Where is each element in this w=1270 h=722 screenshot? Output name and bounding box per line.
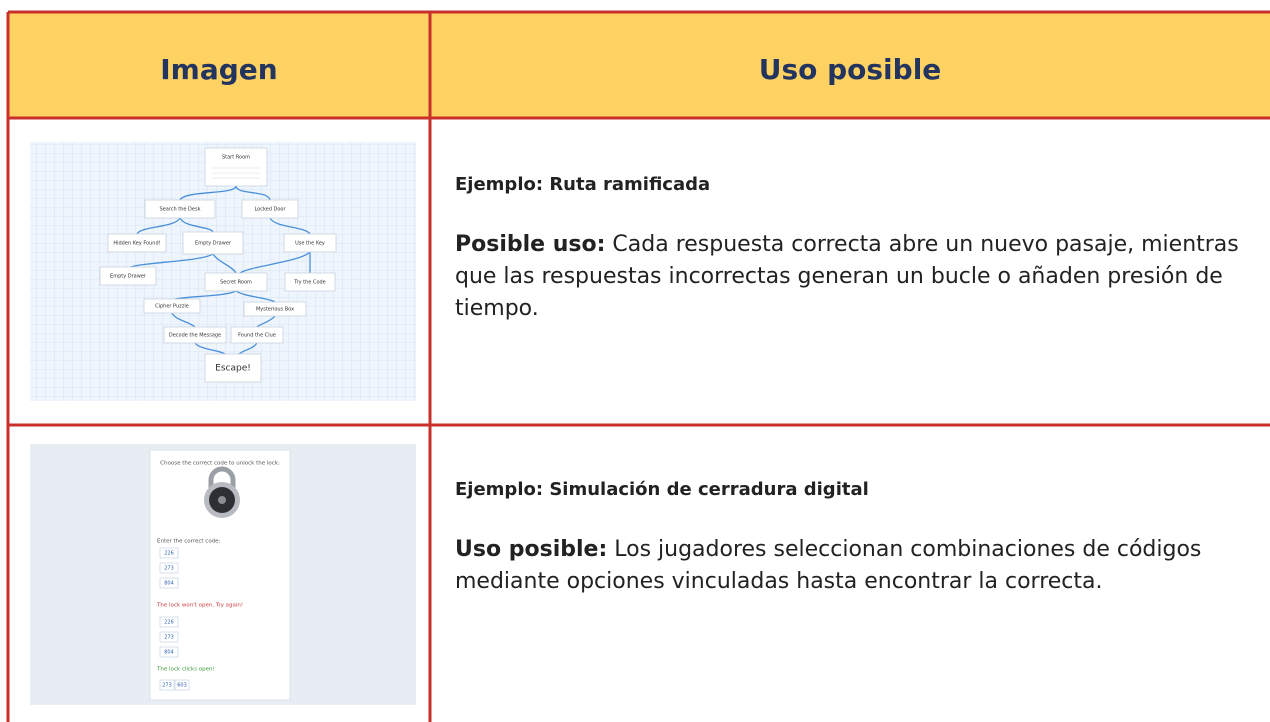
flowchart-node xyxy=(204,147,268,187)
node-label: Cipher Puzzle xyxy=(155,304,189,310)
use-text: Los jugadores seleccionan combinaciones … xyxy=(455,537,1202,594)
header-background xyxy=(8,12,1270,118)
code-option xyxy=(159,547,179,559)
use-description: Posible uso: Cada respuesta correcta abr… xyxy=(455,229,1263,325)
code-option-label: 273 xyxy=(164,566,174,572)
flowchart-node xyxy=(182,231,244,255)
node-label: Locked Door xyxy=(254,207,286,213)
code-option xyxy=(159,631,179,643)
lock-prompt: Choose the correct code to unlock the lo… xyxy=(160,461,280,467)
use-cell: Ejemplo: Simulación de cerradura digital… xyxy=(455,476,1263,598)
use-cell: Ejemplo: Ruta ramificada Posible uso: Ca… xyxy=(455,171,1263,325)
code-option xyxy=(159,616,179,628)
node-label: Escape! xyxy=(215,364,251,374)
flowchart-node xyxy=(143,298,201,314)
node-label: Search the Desk xyxy=(160,207,201,213)
code-label: Enter the correct code: xyxy=(157,539,221,545)
code-option xyxy=(159,577,179,589)
use-label: Uso posible: xyxy=(455,537,608,562)
node-label: Empty Drawer xyxy=(195,241,232,247)
node-label: Found the Clue xyxy=(238,333,276,339)
flowchart-node xyxy=(243,301,307,317)
example-title: Ejemplo: Simulación de cerradura digital xyxy=(455,479,869,500)
code-option-label: 226 xyxy=(164,620,174,626)
use-label: Posible uso: xyxy=(455,232,606,257)
flowchart-node xyxy=(99,266,157,286)
code-option-label: 273 xyxy=(162,683,172,689)
code-option-label: 804 xyxy=(164,650,174,656)
node-label: Start Room xyxy=(222,155,250,161)
flowchart-node xyxy=(144,199,216,219)
flowchart-node xyxy=(283,233,337,253)
node-label: Empty Drawer xyxy=(110,274,147,280)
column-header: Imagen xyxy=(160,53,278,86)
code-option xyxy=(159,646,179,658)
flowchart-node xyxy=(284,272,336,292)
code-option-label: 273 xyxy=(164,635,174,641)
node-label: Secret Room xyxy=(220,280,252,286)
use-description: Uso posible: Los jugadores seleccionan c… xyxy=(455,534,1263,598)
flowchart-node xyxy=(230,326,284,344)
node-label: Decode the Message xyxy=(169,333,221,339)
success-message: The lock clicks open! xyxy=(156,667,215,673)
code-option xyxy=(174,679,190,691)
node-label: Mysterious Box xyxy=(256,307,294,313)
code-option-label: 804 xyxy=(164,581,174,587)
fail-message: The lock won't open. Try again! xyxy=(156,603,243,609)
flowchart-node xyxy=(107,233,167,253)
flowchart-node xyxy=(204,272,268,292)
node-label: Try the Code xyxy=(293,280,326,286)
node-label: Use the Key xyxy=(295,241,325,247)
example-title: Ejemplo: Ruta ramificada xyxy=(455,174,711,195)
table-borders xyxy=(6,10,1270,722)
code-option xyxy=(159,679,175,691)
code-option-label: 603 xyxy=(177,683,187,689)
code-option xyxy=(159,562,179,574)
use-text: Cada respuesta correcta abre un nuevo pa… xyxy=(455,232,1239,321)
lock-icon xyxy=(204,466,240,518)
flowchart-node xyxy=(241,199,299,219)
flowchart-node xyxy=(204,353,262,383)
flowchart-node xyxy=(163,326,227,344)
column-header: Uso posible xyxy=(758,53,942,86)
code-option-label: 226 xyxy=(164,551,174,557)
node-label: Hidden Key Found! xyxy=(113,241,160,247)
